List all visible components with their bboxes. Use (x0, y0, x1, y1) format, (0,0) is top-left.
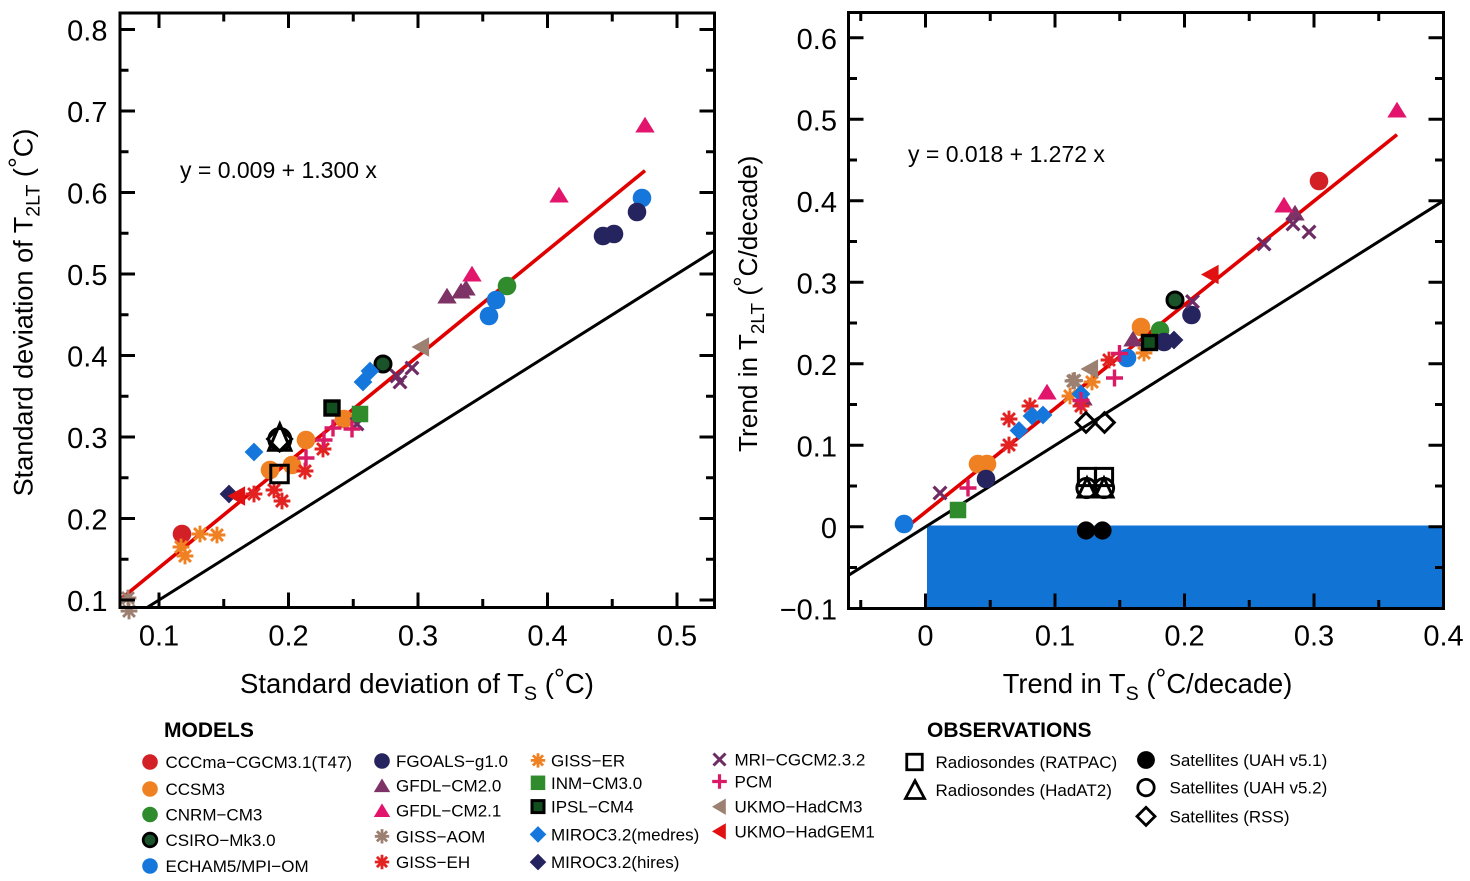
svg-text:MIROC3.2(hires): MIROC3.2(hires) (551, 853, 679, 872)
svg-text:UKMO−HadGEM1: UKMO−HadGEM1 (735, 822, 875, 841)
svg-text:0: 0 (821, 513, 837, 545)
svg-text:PCM: PCM (735, 773, 773, 792)
svg-text:y = 0.018 + 1.272 x: y = 0.018 + 1.272 x (908, 141, 1105, 167)
svg-text:INM−CM3.0: INM−CM3.0 (551, 774, 642, 793)
svg-text:0.5: 0.5 (657, 621, 697, 653)
svg-text:0.7: 0.7 (67, 97, 107, 129)
svg-text:0.2: 0.2 (797, 350, 837, 382)
svg-text:0.6: 0.6 (67, 179, 107, 211)
svg-text:ECHAM5/MPI−OM: ECHAM5/MPI−OM (166, 857, 309, 876)
svg-text:0.3: 0.3 (398, 621, 438, 653)
svg-text:MRI−CGCM2.3.2: MRI−CGCM2.3.2 (735, 751, 866, 770)
svg-text:0.2: 0.2 (67, 505, 107, 537)
svg-text:Radiosondes (RATPAC): Radiosondes (RATPAC) (936, 753, 1118, 772)
svg-text:UKMO−HadCM3: UKMO−HadCM3 (735, 798, 863, 817)
svg-text:Trend in TS (°C/decade): Trend in TS (°C/decade) (1003, 663, 1293, 705)
svg-text:0.3: 0.3 (797, 268, 837, 300)
svg-text:MODELS: MODELS (164, 719, 254, 742)
svg-text:IPSL−CM4: IPSL−CM4 (551, 798, 634, 817)
svg-text:MIROC3.2(medres): MIROC3.2(medres) (551, 825, 699, 844)
svg-text:−0.1: −0.1 (780, 594, 837, 626)
svg-text:Standard deviation of T2LT (°C: Standard deviation of T2LT (°C) (3, 129, 45, 497)
svg-text:GISS−AOM: GISS−AOM (396, 827, 485, 846)
svg-text:0.8: 0.8 (67, 16, 107, 48)
svg-text:OBSERVATIONS: OBSERVATIONS (927, 719, 1092, 742)
svg-text:FGOALS−g1.0: FGOALS−g1.0 (396, 752, 508, 771)
svg-text:0.1: 0.1 (797, 431, 837, 463)
svg-text:0: 0 (917, 621, 933, 653)
svg-text:Satellites (RSS): Satellites (RSS) (1170, 807, 1290, 826)
svg-text:Trend in T2LT (°C/decade): Trend in T2LT (°C/decade) (728, 156, 769, 452)
svg-text:Standard deviation of TS (°C): Standard deviation of TS (°C) (240, 663, 594, 705)
svg-text:0.5: 0.5 (67, 260, 107, 292)
svg-text:0.1: 0.1 (67, 586, 107, 618)
svg-text:0.1: 0.1 (1035, 621, 1075, 653)
svg-text:GISS−ER: GISS−ER (551, 751, 625, 770)
svg-text:0.3: 0.3 (1294, 621, 1334, 653)
svg-text:Satellites (UAH v5.2): Satellites (UAH v5.2) (1170, 779, 1328, 798)
svg-text:CCSM3: CCSM3 (166, 780, 226, 799)
svg-text:0.3: 0.3 (67, 423, 107, 455)
svg-text:0.5: 0.5 (797, 105, 837, 137)
svg-text:0.4: 0.4 (67, 342, 107, 374)
svg-text:0.6: 0.6 (797, 24, 837, 56)
svg-text:GFDL−CM2.0: GFDL−CM2.0 (396, 777, 501, 796)
svg-text:0.4: 0.4 (797, 187, 837, 219)
svg-text:0.2: 0.2 (1164, 621, 1204, 653)
svg-text:GISS−EH: GISS−EH (396, 853, 470, 872)
svg-text:CNRM−CM3: CNRM−CM3 (166, 806, 263, 825)
svg-text:CCCma−CGCM3.1(T47): CCCma−CGCM3.1(T47) (166, 753, 353, 772)
svg-text:CSIRO−Mk3.0: CSIRO−Mk3.0 (166, 831, 276, 850)
svg-text:y = 0.009 + 1.300 x: y = 0.009 + 1.300 x (180, 157, 377, 183)
svg-text:Satellites (UAH v5.1): Satellites (UAH v5.1) (1170, 751, 1328, 770)
svg-text:Radiosondes (HadAT2): Radiosondes (HadAT2) (936, 781, 1112, 800)
svg-text:0.4: 0.4 (527, 621, 567, 653)
svg-text:GFDL−CM2.1: GFDL−CM2.1 (396, 802, 501, 821)
svg-text:0.2: 0.2 (268, 621, 308, 653)
svg-text:0.4: 0.4 (1423, 621, 1463, 653)
svg-text:0.1: 0.1 (139, 621, 179, 653)
